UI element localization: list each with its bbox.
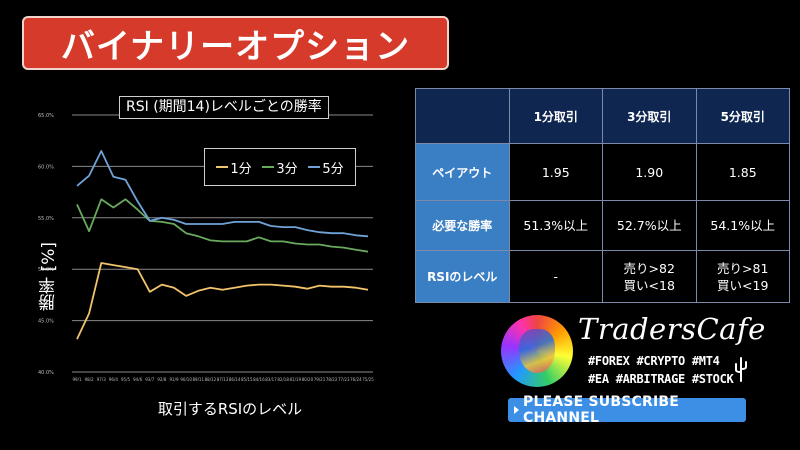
x-tick-label: 95/5 — [121, 377, 130, 382]
payout-1min: 1.95 — [508, 143, 603, 201]
x-tick-label: 94/6 — [133, 377, 142, 382]
y-tick-label: 60.0% — [38, 164, 54, 170]
table-row-required-winrate: 必要な勝率 51.3%以上 52.7%以上 54.1%以上 — [415, 200, 790, 251]
column-header-1min: 1分取引 — [508, 88, 603, 144]
x-tick-label: 96/4 — [109, 377, 118, 382]
x-tick-label: 82/18 — [277, 377, 289, 382]
x-tick-label: 88/12 — [205, 377, 217, 382]
x-tick-label: 79/21 — [314, 377, 326, 382]
chart-title: RSI (期間14)レベルごとの勝率 — [119, 96, 329, 119]
x-tick-label: 97/3 — [97, 377, 106, 382]
series-line-1分 — [76, 262, 369, 340]
title-banner: バイナリーオプション — [22, 16, 449, 70]
rsi-level-5min: 売り>81 買い<19 — [695, 250, 790, 303]
x-tick-label: 81/19 — [289, 377, 301, 382]
x-tick-label: 84/16 — [253, 377, 265, 382]
x-tick-label: 83/17 — [265, 377, 277, 382]
y-tick-label: 50.0% — [38, 267, 54, 273]
legend-item-3min: 3分 — [262, 158, 298, 177]
payout-3min: 1.90 — [602, 143, 697, 201]
legend-label: 3分 — [276, 161, 298, 177]
brand-tags-line1: #FOREX #CRYPTO #MT4 — [588, 354, 720, 368]
y-tick-label: 45.0% — [38, 319, 54, 325]
legend-item-1min: 1分 — [216, 158, 252, 177]
rsi-level-text: - — [553, 269, 558, 284]
rsi-buy-level: 買い<18 — [623, 277, 675, 293]
x-tick-label: 77/23 — [338, 377, 350, 382]
rsi-level-1min: - — [508, 250, 603, 303]
chart-legend: 1分 3分 5分 — [204, 148, 356, 186]
x-tick-label: 80/20 — [302, 377, 314, 382]
x-tick-label: 76/24 — [350, 377, 362, 382]
brand-name: TradersCafe — [578, 312, 766, 346]
winrate-5min: 54.1%以上 — [695, 200, 790, 251]
x-tick-label: 99/1 — [73, 377, 82, 382]
row-header-rsi-level: RSIのレベル — [415, 250, 510, 303]
row-header-payout: ペイアウト — [415, 143, 510, 201]
x-axis-label: 取引するRSIのレベル — [157, 400, 303, 418]
lion-logo-icon — [501, 315, 573, 387]
winrate-3min: 52.7%以上 — [602, 200, 697, 251]
table-row-rsi-level: RSIのレベル - 売り>82 買い<18 売り>81 買い<19 — [415, 250, 790, 303]
subscribe-label: PLEASE SUBSCRIBE CHANNEL — [523, 394, 680, 426]
rsi-buy-level: 買い<19 — [717, 277, 769, 293]
y-tick-label: 40.0% — [38, 370, 54, 376]
legend-swatch-1min — [216, 166, 229, 168]
play-icon — [514, 406, 519, 414]
rsi-sell-level: 売り>81 — [717, 260, 769, 276]
table-header-row: 1分取引 3分取引 5分取引 — [415, 88, 790, 144]
column-header-3min: 3分取引 — [602, 88, 697, 144]
y-tick-label: 55.0% — [38, 216, 54, 222]
brand-tags: #FOREX #CRYPTO #MT4 #EA #ARBITRAGE #STOC… — [588, 352, 734, 388]
brand-block: TradersCafe #FOREX #CRYPTO #MT4 #EA #ARB… — [498, 312, 765, 430]
legend-swatch-5min — [308, 166, 321, 168]
x-tick-label: 90/10 — [180, 377, 192, 382]
x-tick-label: 89/11 — [192, 377, 204, 382]
y-axis-label: 勝率 [%] — [39, 242, 59, 311]
payout-5min: 1.85 — [695, 143, 790, 201]
y-tick-label: 65.0% — [38, 113, 54, 119]
row-header-required-winrate: 必要な勝率 — [415, 200, 510, 251]
x-tick-label: 98/2 — [85, 377, 94, 382]
x-tick-label: 78/22 — [326, 377, 338, 382]
x-tick-label: 92/8 — [157, 377, 166, 382]
chart-plot-area: 40.0% 45.0% 50.0% 55.0% 60.0% 65.0% 99/1 98/2 97… — [38, 113, 374, 382]
x-tick-label: 91/9 — [170, 377, 179, 382]
page-title: バイナリーオプション — [60, 26, 411, 67]
x-tick-label: 87/13 — [217, 377, 229, 382]
rsi-sell-level: 売り>82 — [623, 260, 675, 276]
x-tick-label: 85/15 — [241, 377, 253, 382]
x-tick-label: 75/25 — [362, 377, 374, 382]
legend-item-5min: 5分 — [308, 158, 344, 177]
table-corner — [415, 88, 510, 144]
rsi-level-3min: 売り>82 買い<18 — [602, 250, 697, 303]
series-line-3分 — [76, 198, 369, 253]
x-tick-label: 93/7 — [145, 377, 154, 382]
brand-tags-line2: #EA #ARBITRAGE #STOCK — [588, 372, 734, 386]
table-row-payout: ペイアウト 1.95 1.90 1.85 — [415, 143, 790, 201]
winrate-1min: 51.3%以上 — [508, 200, 603, 251]
payout-table: 1分取引 3分取引 5分取引 ペイアウト 1.95 1.90 1.85 必要な勝… — [415, 88, 790, 303]
series-line-5分 — [76, 150, 369, 238]
win-rate-chart: 40.0% 45.0% 50.0% 55.0% 60.0% 65.0% 99/1 98/2 97… — [0, 90, 400, 430]
subscribe-button[interactable]: PLEASE SUBSCRIBE CHANNEL — [508, 394, 746, 426]
cactus-icon — [735, 357, 747, 382]
legend-label: 1分 — [230, 161, 252, 177]
legend-label: 5分 — [322, 161, 344, 177]
column-header-5min: 5分取引 — [695, 88, 790, 144]
legend-swatch-3min — [262, 166, 275, 168]
x-tick-label: 86/14 — [229, 377, 241, 382]
